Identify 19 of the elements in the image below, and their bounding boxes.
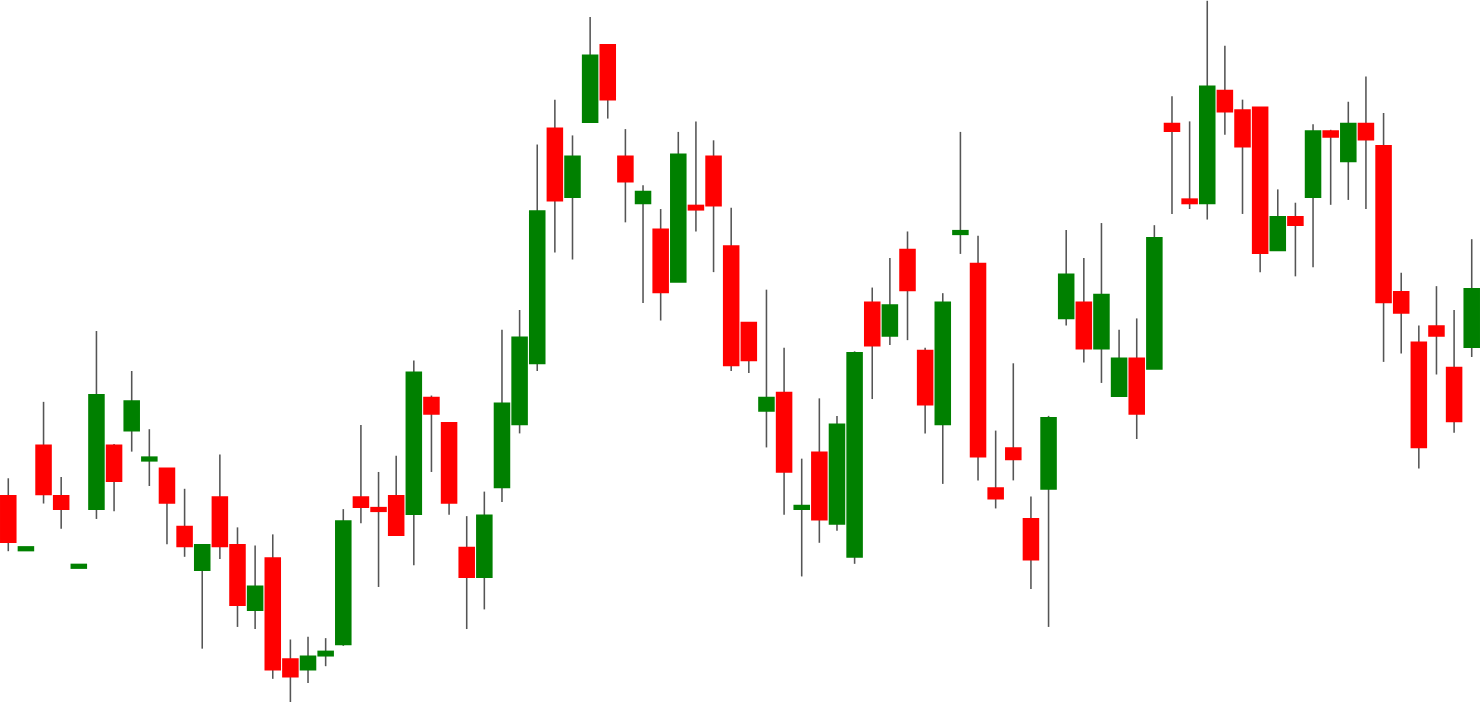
candlestick [793, 457, 810, 578]
candlestick [987, 429, 1004, 510]
candlestick [52, 476, 70, 530]
candlestick [758, 289, 775, 449]
candlestick [423, 394, 440, 473]
candlestick [1287, 202, 1304, 278]
candlestick [1005, 362, 1022, 482]
candlestick [952, 131, 969, 255]
candlestick [1357, 75, 1375, 210]
candlestick [1322, 129, 1339, 206]
candlestick [193, 543, 211, 650]
candlestick [246, 544, 264, 630]
candlestick [634, 184, 652, 304]
candlestick [141, 428, 158, 487]
candlestick [176, 488, 193, 558]
candlestick [1181, 120, 1198, 210]
candlestick [1428, 285, 1445, 376]
candlestick [617, 128, 634, 224]
candlestick [1163, 95, 1181, 215]
